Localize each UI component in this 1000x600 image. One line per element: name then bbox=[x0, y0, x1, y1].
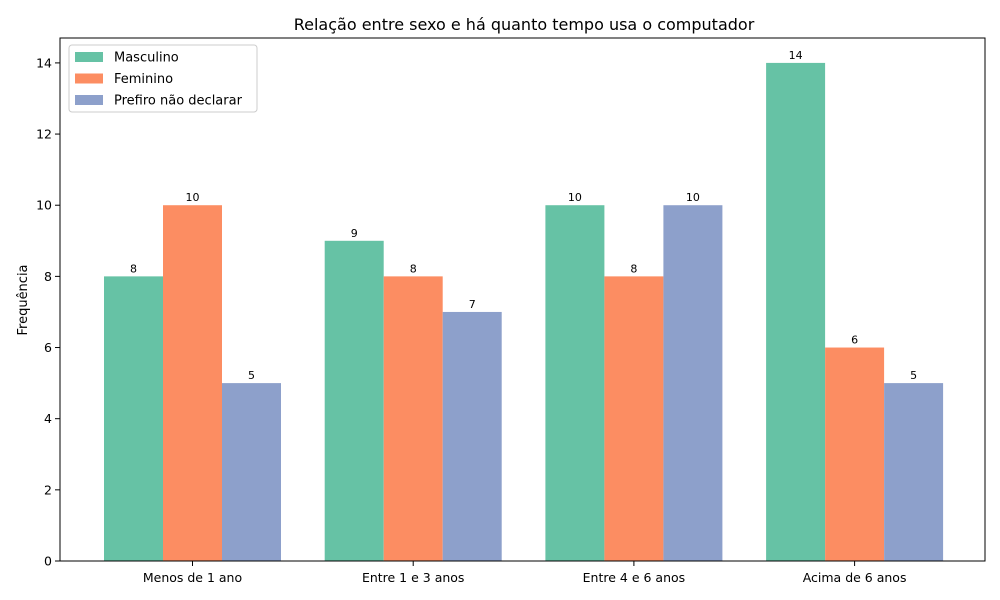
y-axis: 0 2 4 6 8 10 12 14 bbox=[36, 55, 60, 569]
bar-labels-group: 8 9 10 14 10 8 8 6 5 7 10 5 bbox=[130, 49, 917, 382]
x-tick-label: Entre 1 e 3 anos bbox=[362, 570, 465, 585]
bar-value-label: 10 bbox=[568, 191, 582, 204]
y-tick-label: 6 bbox=[44, 340, 52, 355]
legend-swatch bbox=[75, 73, 103, 84]
bar-value-label: 10 bbox=[186, 191, 200, 204]
bar-value-label: 14 bbox=[789, 49, 803, 62]
bar-value-label: 5 bbox=[910, 369, 917, 382]
bar-masculino-2 bbox=[545, 205, 605, 561]
bar-prefiro-não-declarar-3 bbox=[884, 383, 944, 561]
bar-value-label: 7 bbox=[469, 298, 476, 311]
y-tick-label: 8 bbox=[44, 269, 52, 284]
bar-prefiro-não-declarar-0 bbox=[222, 383, 281, 561]
y-axis-label: Frequência bbox=[16, 264, 31, 335]
bar-masculino-3 bbox=[766, 62, 826, 562]
legend-box bbox=[68, 44, 258, 113]
x-tick-label: Entre 4 e 6 anos bbox=[583, 570, 686, 585]
bar-prefiro-não-declarar-1 bbox=[442, 311, 502, 561]
legend-swatch bbox=[75, 95, 103, 105]
bar-value-label: 8 bbox=[410, 262, 417, 275]
bar-feminino-2 bbox=[604, 276, 664, 561]
legend-entry-label: Masculino bbox=[114, 51, 179, 66]
bar-value-label: 8 bbox=[630, 262, 637, 275]
bar-masculino-0 bbox=[104, 276, 163, 561]
bar-value-label: 6 bbox=[851, 334, 858, 347]
y-tick-label: 12 bbox=[36, 127, 52, 142]
y-tick-label: 10 bbox=[36, 198, 52, 213]
bar-masculino-1 bbox=[324, 240, 384, 562]
bar-feminino-1 bbox=[383, 276, 443, 561]
chart-title: Relação entre sexo e há quanto tempo usa… bbox=[294, 15, 755, 34]
y-tick-label: 14 bbox=[36, 55, 52, 70]
plot-frame bbox=[59, 37, 986, 562]
bar-value-label: 5 bbox=[248, 369, 255, 382]
y-tick-label: 2 bbox=[44, 482, 52, 497]
bar-value-label: 9 bbox=[351, 227, 358, 240]
bar-feminino-3 bbox=[825, 347, 885, 561]
bar-prefiro-não-declarar-2 bbox=[663, 205, 723, 561]
legend-entry-label: Feminino bbox=[114, 72, 173, 87]
legend-entry-label: Prefiro não declarar bbox=[114, 94, 243, 109]
bar-value-label: 8 bbox=[130, 262, 137, 275]
x-tick-label: Acima de 6 anos bbox=[803, 570, 907, 585]
legend-swatch bbox=[75, 52, 103, 62]
legend: Masculino Feminino Prefiro não declarar bbox=[68, 44, 258, 113]
y-tick-label: 0 bbox=[44, 554, 52, 569]
x-tick-label: Menos de 1 ano bbox=[143, 570, 242, 585]
x-axis: Menos de 1 ano Entre 1 e 3 anos Entre 4 e … bbox=[143, 561, 907, 585]
bar-value-label: 10 bbox=[686, 191, 700, 204]
y-tick-label: 4 bbox=[44, 411, 52, 426]
bar-feminino-0 bbox=[163, 205, 222, 561]
bars-group bbox=[104, 62, 944, 562]
